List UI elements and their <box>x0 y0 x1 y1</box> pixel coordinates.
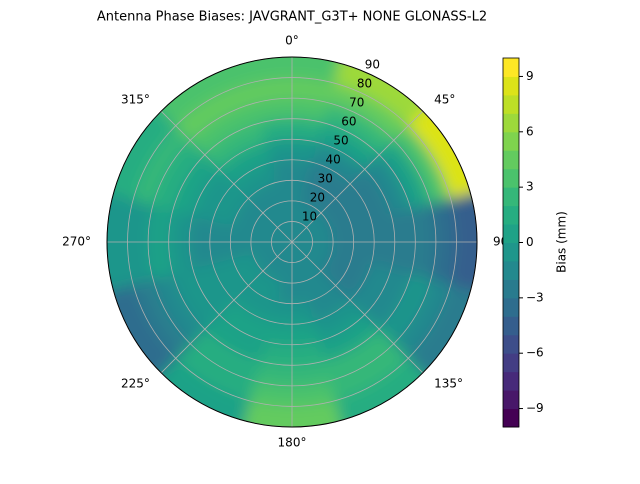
r-tick-label: 90 <box>365 58 380 72</box>
theta-tick-label: 180° <box>278 436 307 450</box>
theta-tick-label: 315° <box>121 92 150 106</box>
colorbar-swatch <box>503 242 519 262</box>
r-tick-label: 20 <box>310 191 325 205</box>
r-tick-label: 80 <box>357 77 372 91</box>
r-tick-label: 50 <box>333 134 348 148</box>
theta-grid-line <box>291 110 424 243</box>
colorbar-swatch <box>503 353 519 373</box>
r-tick-label: 70 <box>349 96 364 110</box>
colorbar-swatch <box>503 316 519 336</box>
theta-grid-line <box>291 241 424 374</box>
colorbar: −9 −6 −3 0 3 6 9 <box>502 57 544 428</box>
colorbar-swatch <box>503 224 519 243</box>
colorbar-swatch <box>503 408 519 428</box>
labels: 1020304050607080900°45°90°135°180°225°27… <box>62 34 514 450</box>
r-tick-label: 40 <box>325 153 340 167</box>
colorbar-label: Bias (mm) <box>555 211 569 273</box>
colorbar-swatch <box>503 187 519 207</box>
theta-tick-label: 0° <box>285 34 299 48</box>
colorbar-tick-label: 0 <box>526 235 534 249</box>
theta-grid-line <box>160 241 293 374</box>
colorbar-tick-label: −3 <box>526 290 544 304</box>
theta-tick-label: 45° <box>434 92 455 106</box>
colorbar-swatch <box>503 58 519 77</box>
colorbar-swatch <box>503 334 519 354</box>
polar-frame <box>106 56 478 428</box>
theta-tick-label: 270° <box>62 235 91 249</box>
colorbar-swatch <box>503 390 519 410</box>
r-tick-label: 10 <box>302 210 317 224</box>
colorbar-tick-label: 3 <box>526 180 534 194</box>
theta-grid-line <box>160 110 293 243</box>
chart-title: Antenna Phase Biases: JAVGRANT_G3T+ NONE… <box>97 10 487 25</box>
colorbar-swatch <box>503 205 519 225</box>
theta-tick-label: 135° <box>434 377 463 391</box>
colorbar-tick-label: 6 <box>526 124 534 138</box>
colorbar-swatch <box>503 131 519 151</box>
colorbar-swatch <box>503 371 519 391</box>
colorbar-swatch <box>503 297 519 317</box>
colorbar-swatch <box>503 260 519 280</box>
colorbar-tick-label: 9 <box>526 69 534 83</box>
colorbar-swatch <box>503 279 519 299</box>
colorbar-swatch <box>503 168 519 188</box>
r-tick-label: 30 <box>318 172 333 186</box>
theta-tick-label: 225° <box>121 377 150 391</box>
colorbar-tick-label: −6 <box>526 346 544 360</box>
colorbar-swatch <box>503 94 519 114</box>
colorbar-tick-label: −9 <box>526 401 544 415</box>
colorbar-swatch <box>503 113 519 133</box>
colorbar-swatch <box>503 76 519 96</box>
r-tick-label: 60 <box>341 115 356 129</box>
colorbar-swatch <box>503 150 519 170</box>
grid <box>106 56 478 428</box>
